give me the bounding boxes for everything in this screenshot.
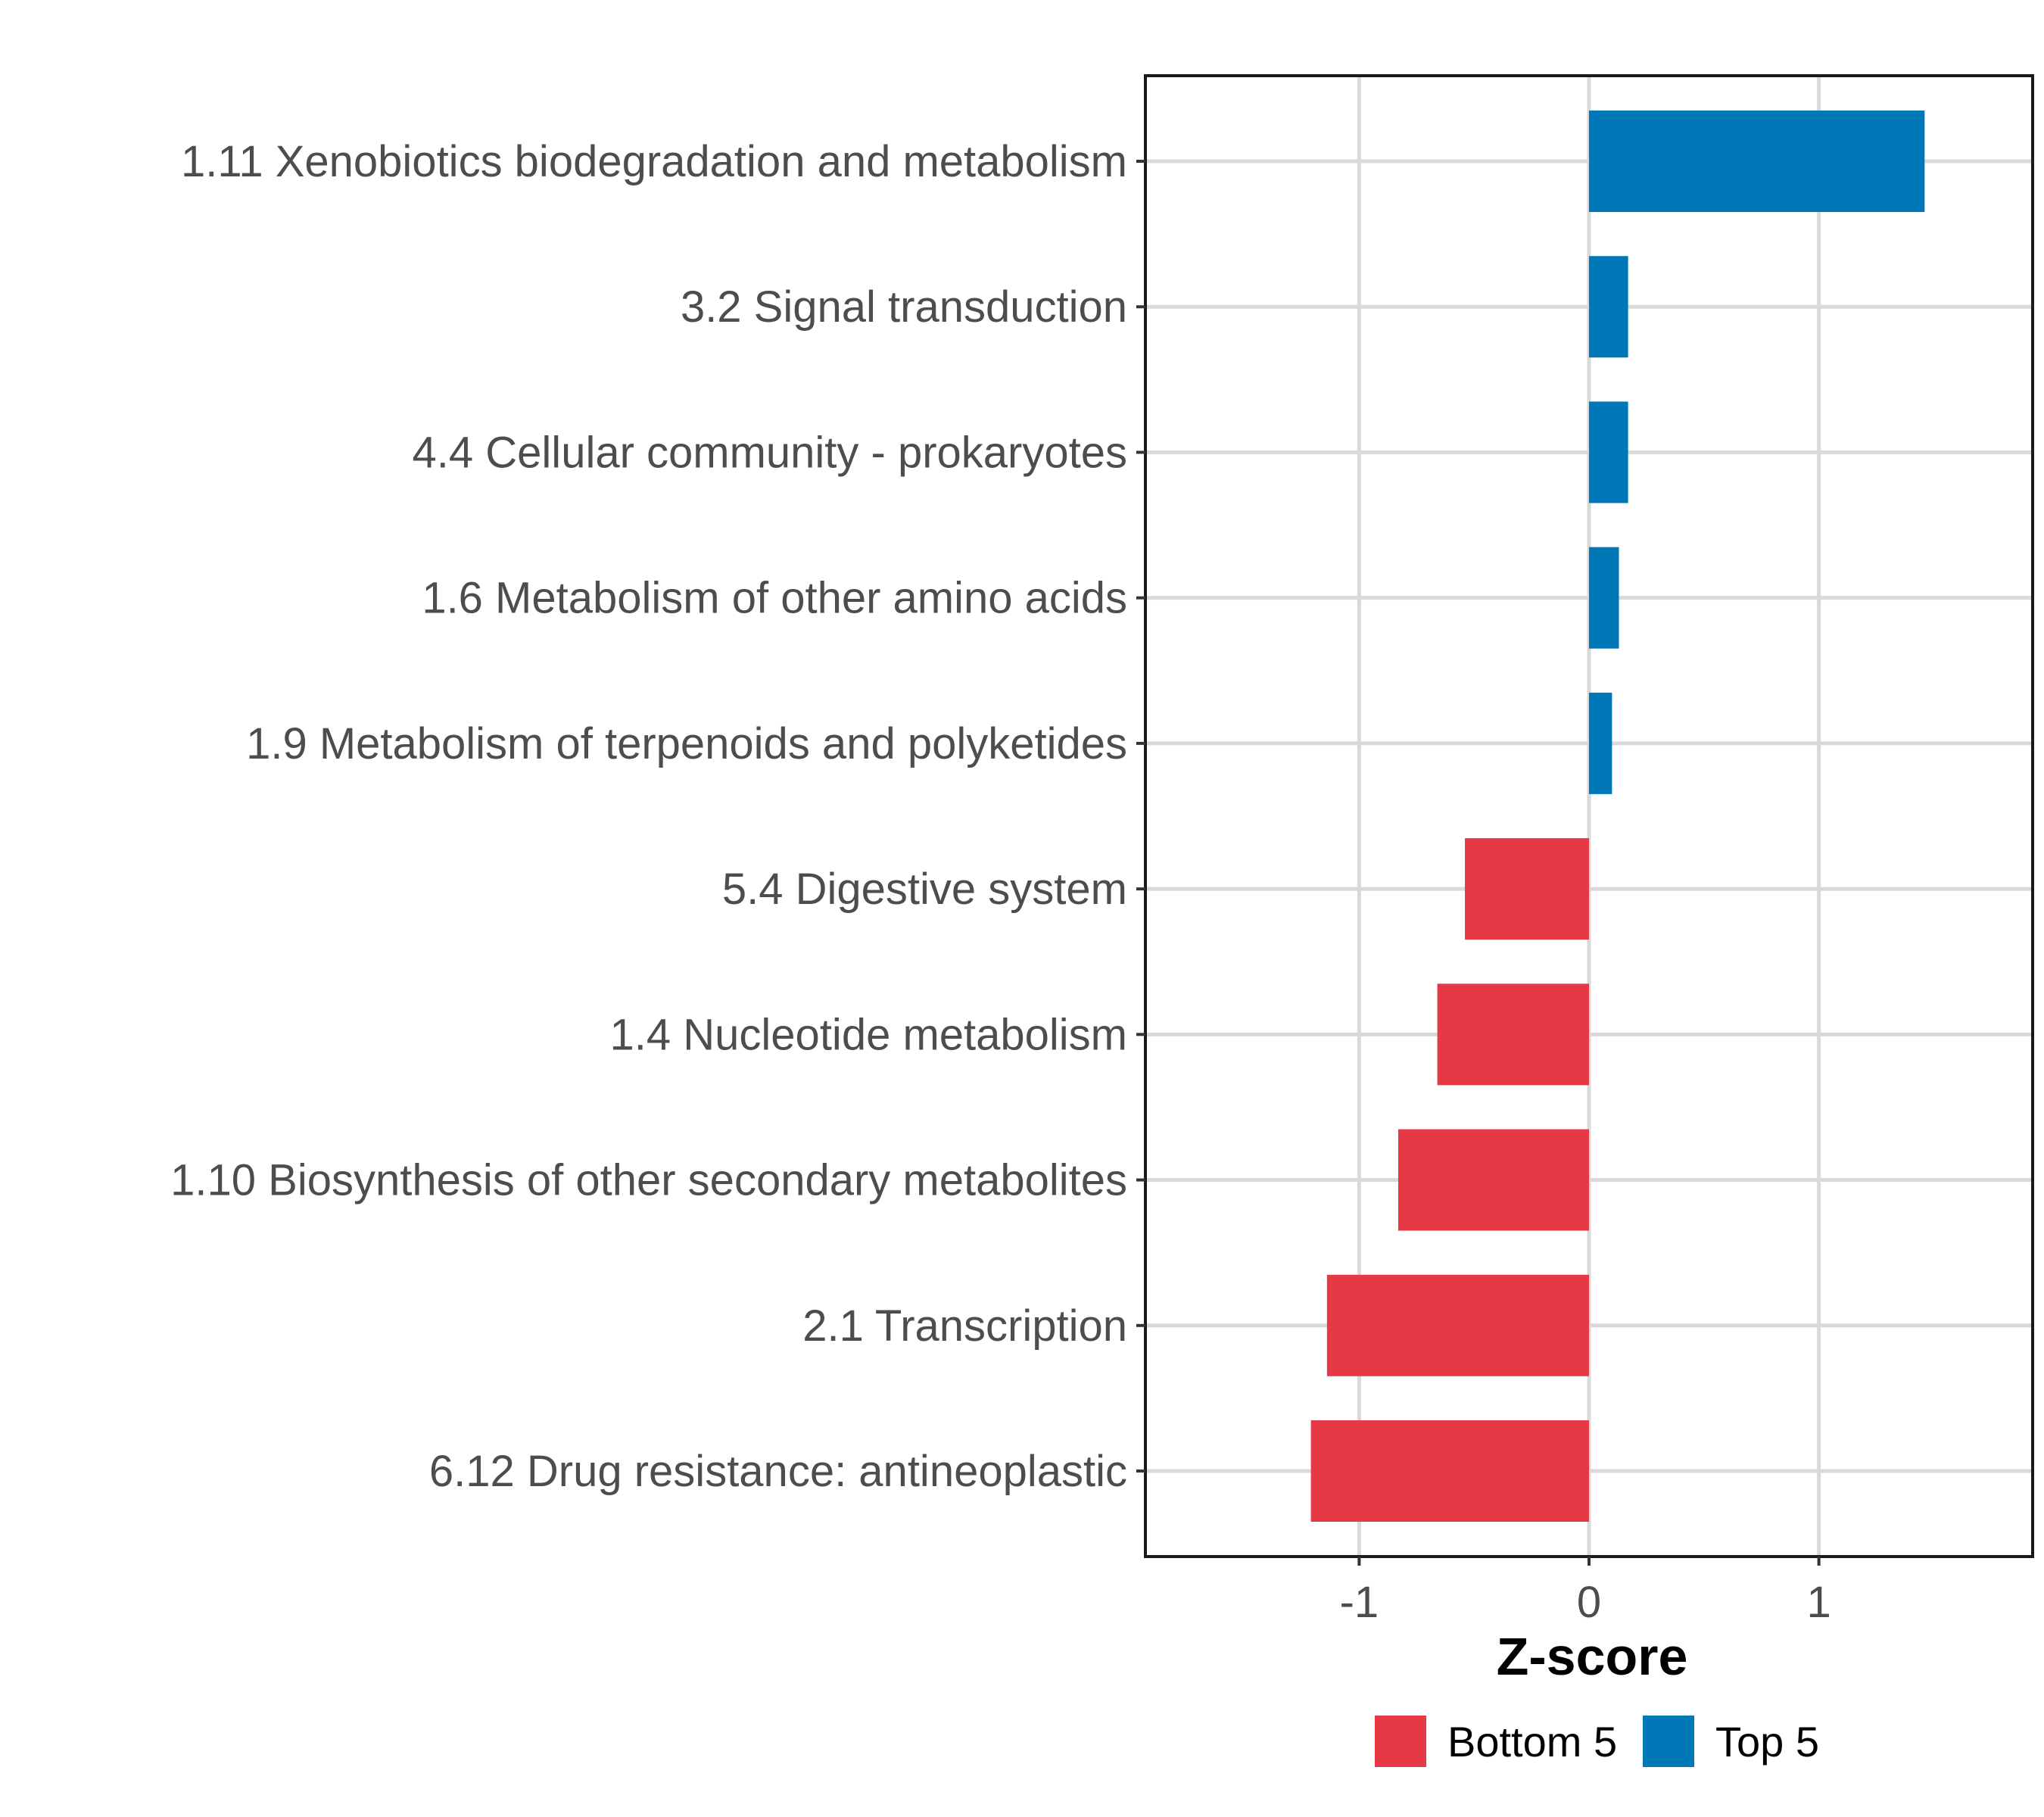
bar	[1397, 1129, 1589, 1231]
x-axis-title: Z-score	[1497, 1627, 1688, 1686]
legend-swatch	[1375, 1716, 1426, 1767]
legend-label: Top 5	[1715, 1718, 1819, 1766]
bar	[1589, 547, 1619, 649]
legend-swatch	[1643, 1716, 1694, 1767]
y-tick-label: 1.6 Metabolism of other amino acids	[422, 574, 1127, 623]
y-tick-label: 6.12 Drug resistance: antineoplastic	[429, 1447, 1127, 1496]
y-tick-label: 1.4 Nucleotide metabolism	[610, 1010, 1127, 1059]
x-tick-label: 1	[1806, 1578, 1831, 1627]
bar	[1326, 1274, 1589, 1376]
x-axis: -1 0 1	[1340, 1557, 1831, 1627]
y-tick-label: 2.1 Transcription	[802, 1301, 1127, 1351]
legend: Bottom 5 Top 5	[1375, 1716, 1819, 1767]
y-tick-label: 1.10 Biosynthesis of other secondary met…	[170, 1156, 1127, 1205]
bar	[1589, 111, 1925, 212]
y-tick-label: 4.4 Cellular community - prokaryotes	[413, 428, 1127, 477]
y-tick-label: 1.9 Metabolism of terpenoids and polyket…	[246, 719, 1127, 768]
bars	[1310, 111, 1925, 1522]
legend-label: Bottom 5	[1447, 1718, 1617, 1766]
bar	[1437, 983, 1589, 1086]
bar	[1465, 838, 1589, 940]
y-axis: 1.11 Xenobiotics biodegradation and meta…	[170, 137, 1145, 1496]
bar	[1589, 401, 1628, 503]
y-tick-label: 1.11 Xenobiotics biodegradation and meta…	[181, 137, 1127, 186]
x-tick-label: 0	[1577, 1578, 1601, 1627]
y-tick-label: 3.2 Signal transduction	[681, 282, 1127, 332]
bar	[1310, 1420, 1589, 1522]
y-tick-label: 5.4 Digestive system	[722, 865, 1127, 914]
x-tick-label: -1	[1340, 1578, 1379, 1627]
bar	[1589, 692, 1612, 794]
bar	[1589, 256, 1628, 358]
